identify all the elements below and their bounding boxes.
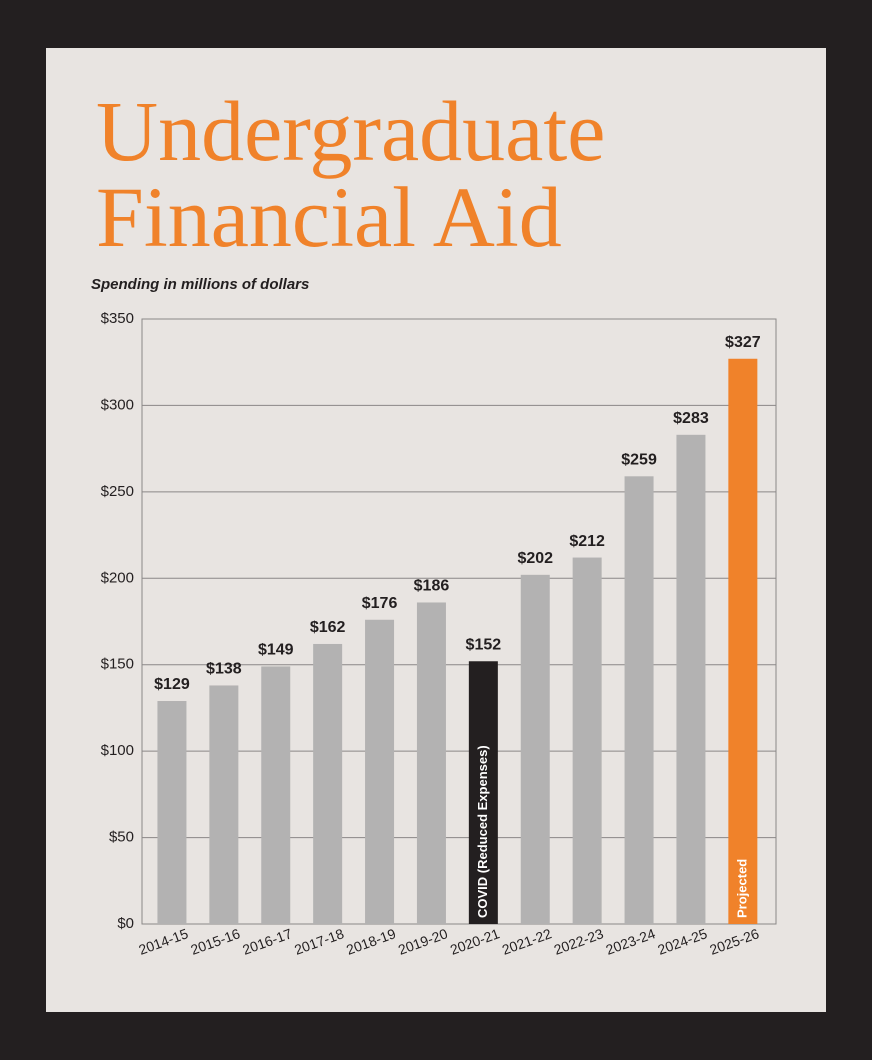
value-label: $259 xyxy=(621,452,657,469)
x-tick-label: 2025-26 xyxy=(707,925,761,958)
value-label: $129 xyxy=(154,676,190,693)
x-tick-label: 2018-19 xyxy=(344,925,398,958)
y-tick-label: $250 xyxy=(101,483,134,500)
x-tick-label: 2023-24 xyxy=(604,925,658,958)
x-tick-label: 2020-21 xyxy=(448,925,502,958)
bar-annotation: COVID (Reduced Expenses) xyxy=(475,745,490,918)
bar xyxy=(261,666,291,924)
x-tick-label: 2019-20 xyxy=(396,925,450,958)
bar xyxy=(157,701,187,924)
bar xyxy=(365,619,395,924)
bar xyxy=(572,557,602,924)
bar xyxy=(313,643,343,924)
x-tick-label: 2014-15 xyxy=(136,925,190,958)
chart-subtitle: Spending in millions of dollars xyxy=(91,276,310,293)
bar xyxy=(728,358,758,924)
x-tick-label: 2024-25 xyxy=(655,925,709,958)
y-tick-label: $300 xyxy=(101,396,134,413)
bar xyxy=(676,434,706,924)
bar xyxy=(468,661,498,924)
bar xyxy=(416,602,446,924)
value-label: $212 xyxy=(569,533,605,550)
value-label: $176 xyxy=(362,595,398,612)
y-tick-label: $0 xyxy=(117,915,134,932)
bar xyxy=(209,685,239,924)
value-label: $152 xyxy=(466,636,502,653)
y-tick-label: $100 xyxy=(101,742,134,759)
y-tick-label: $350 xyxy=(101,310,134,327)
value-label: $327 xyxy=(725,334,761,351)
x-tick-label: 2021-22 xyxy=(500,925,554,958)
chart-title: Undergraduate Financial Aid xyxy=(96,83,606,265)
plot-frame xyxy=(141,318,777,925)
value-label: $186 xyxy=(414,578,450,595)
value-label: $162 xyxy=(310,619,346,636)
x-tick-label: 2017-18 xyxy=(292,925,346,958)
value-label: $149 xyxy=(258,642,294,659)
x-tick-label: 2016-17 xyxy=(240,925,294,958)
bar xyxy=(624,476,654,924)
y-tick-label: $200 xyxy=(101,569,134,586)
bar xyxy=(520,574,550,924)
bar-annotation: Projected xyxy=(734,859,749,918)
x-tick-label: 2022-23 xyxy=(552,925,606,958)
y-tick-label: $150 xyxy=(101,656,134,673)
x-tick-label: 2015-16 xyxy=(188,925,242,958)
value-label: $202 xyxy=(517,550,553,567)
value-label: $283 xyxy=(673,410,709,427)
y-tick-label: $50 xyxy=(109,829,134,846)
value-label: $138 xyxy=(206,661,242,678)
